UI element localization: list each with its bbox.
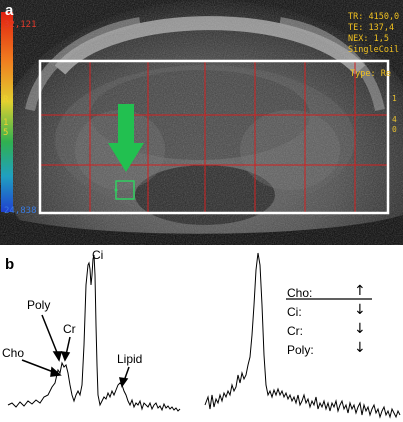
arrow-down-icon: ↓ — [354, 321, 366, 337]
legend-label-poly: Poly: — [287, 343, 314, 357]
peak-label-poly: Poly — [27, 298, 51, 312]
peak-label-ci: Ci — [92, 248, 104, 262]
panel-label-b: b — [5, 256, 15, 273]
voxel-arrow — [108, 104, 144, 172]
param-te: TE: 137,4 — [348, 23, 395, 33]
spectra-plot — [7, 252, 401, 419]
right-mark-2: 4 — [392, 115, 397, 124]
spectrum-right — [204, 252, 401, 419]
panel-label-a: a — [5, 2, 14, 19]
peak-label-cho: Cho — [2, 346, 25, 360]
legend-label-cr: Cr: — [287, 324, 303, 338]
mri-image — [0, 0, 403, 245]
scale-mark-5: 5 — [3, 128, 9, 138]
legend-label-ci: Ci: — [287, 305, 302, 319]
scale-mark-1: 1 — [3, 118, 9, 128]
fov-box — [38, 59, 390, 215]
acquisition-params: TR: 4150,0 TE: 137,4 NEX: 1,5 SingleCoil — [348, 12, 399, 56]
peak-label-cr: Cr — [63, 322, 76, 336]
legend-label-cho: Cho: — [287, 286, 313, 300]
scale-min: 24,838 — [4, 206, 37, 216]
arrow-down-icon: ↓ — [354, 340, 366, 356]
right-mark-1: 1 — [392, 94, 397, 103]
type-label: Type: Re — [350, 69, 391, 79]
peak-label-lipid: Lipid — [117, 352, 143, 366]
param-tr: TR: 4150,0 — [348, 12, 400, 22]
param-coil: SingleCoil — [348, 45, 400, 55]
scale-mark-r: R — [3, 95, 9, 105]
spectroscopy-grid — [40, 61, 388, 213]
arrow-up-icon: ↑ — [354, 283, 366, 299]
mri-panel: a 32,121 R 1 5 24,838 TR: 4150,0 TE: 137… — [0, 0, 403, 245]
arrow-down-icon: ↓ — [354, 302, 366, 318]
scale-max: 32,121 — [4, 20, 37, 30]
spectrum-left — [7, 254, 181, 412]
right-mark-3: 0 — [392, 125, 397, 134]
param-nex: NEX: 1,5 — [348, 34, 389, 44]
